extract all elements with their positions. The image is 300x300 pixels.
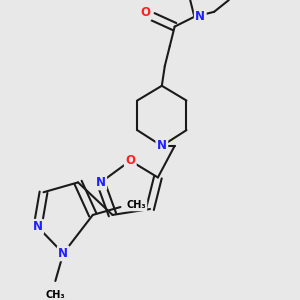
Text: CH₃: CH₃ [46, 290, 65, 300]
Text: N: N [96, 176, 106, 189]
Text: N: N [195, 10, 205, 23]
Text: CH₃: CH₃ [126, 200, 146, 210]
Text: O: O [125, 154, 135, 167]
Text: N: N [33, 220, 43, 233]
Text: N: N [157, 140, 167, 152]
Text: N: N [58, 247, 68, 260]
Text: O: O [140, 6, 150, 19]
